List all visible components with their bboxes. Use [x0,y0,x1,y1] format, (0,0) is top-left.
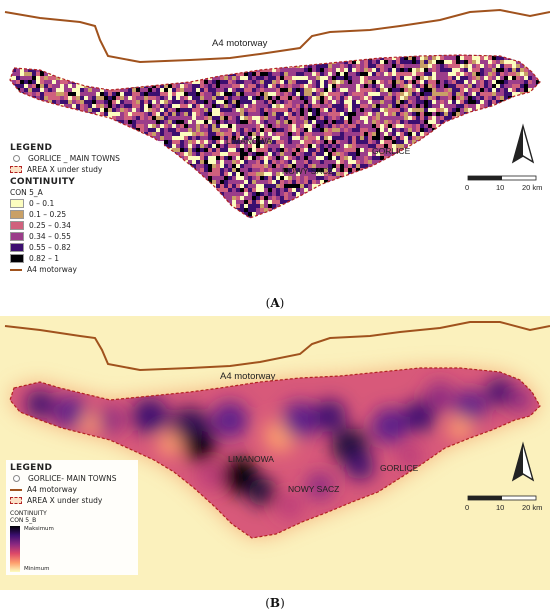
legend-motorway-item-a: A4 motorway [10,264,160,275]
panel-label-a: (A) [265,296,285,310]
legend-motorway-item-b: A4 motorway [10,484,134,495]
motorway-line-a [4,8,550,64]
legend-field-name-a: CON 5_A [10,188,43,197]
scale-bar-b: 0 10 20 km [465,495,542,512]
legend-class-item: 0.34 – 0.55 [10,231,160,242]
town-point-icon [13,475,20,482]
area-boundary-icon [10,166,22,173]
legend-towns-item-a: GORLICE _ MAIN TOWNS [10,153,160,164]
ramp-min-label: Minimum [24,566,50,572]
legend-area-item-a: AREA X under study [10,164,160,175]
map-panel-a: A4 motorway LIMANOWA NOWY SACZ GORLICE 0… [0,0,550,292]
town-label-gorlice-a: GORLICE [372,146,411,156]
color-ramp [10,526,20,572]
town-label-gorlice-b: GORLICE [380,463,419,473]
legend-ramp-b: Maksimum Minimum [10,526,134,572]
legend-class-item: 0.55 – 0.82 [10,242,160,253]
motorway-line-icon [10,268,22,271]
legend-title-a: LEGEND [10,143,53,153]
legend-towns-item-b: GORLICE- MAIN TOWNS [10,473,134,484]
legend-class-swatch [10,199,24,208]
town-label-nowy-sacz-b: NOWY SACZ [288,484,339,494]
legend-b: LEGEND GORLICE- MAIN TOWNS A4 motorway A… [6,460,138,575]
motorway-label-a: A4 motorway [212,38,268,49]
ramp-max-label: Maksimum [24,526,54,532]
town-label-limanowa-a: LIMANOWA [226,136,272,146]
legend-area-item-b: AREA X under study [10,495,134,506]
legend-class-item: 0.82 – 1 [10,253,160,264]
legend-class-swatch [10,221,24,230]
scale-bar-a: 0 10 20 km [465,175,542,192]
legend-class-item: 0.25 – 0.34 [10,220,160,231]
town-label-limanowa-b: LIMANOWA [228,454,274,464]
legend-class-swatch [10,243,24,252]
legend-field-name-b: CON 5_B [10,517,37,524]
motorway-label-b: A4 motorway [220,371,276,382]
area-boundary-icon [10,497,22,504]
legend-classes-a: 0 – 0.1 0.1 – 0.25 0.25 – 0.34 0.34 – 0.55 0… [10,198,160,264]
legend-continuity-title-a: CONTINUITY [10,177,76,187]
town-point-icon [13,155,20,162]
legend-title-b: LEGEND [10,463,53,473]
legend-class-swatch [10,254,24,263]
panel-label-b: (B) [265,596,285,610]
legend-class-swatch [10,232,24,241]
legend-class-swatch [10,210,24,219]
legend-continuity-title-b: CONTINUITY [10,510,47,517]
legend-a: LEGEND GORLICE _ MAIN TOWNS AREA X under… [6,141,164,277]
map-panel-b: A4 motorway LIMANOWA NOWY SACZ GORLICE 0… [0,316,550,590]
north-arrow-icon [511,123,535,164]
legend-class-item: 0.1 – 0.25 [10,209,160,220]
motorway-line-icon [10,488,22,491]
town-label-nowy-sacz-a: NOWY SACZ [282,166,333,176]
north-arrow-icon [511,441,535,482]
legend-class-item: 0 – 0.1 [10,198,160,209]
motorway-line-b [4,321,550,372]
